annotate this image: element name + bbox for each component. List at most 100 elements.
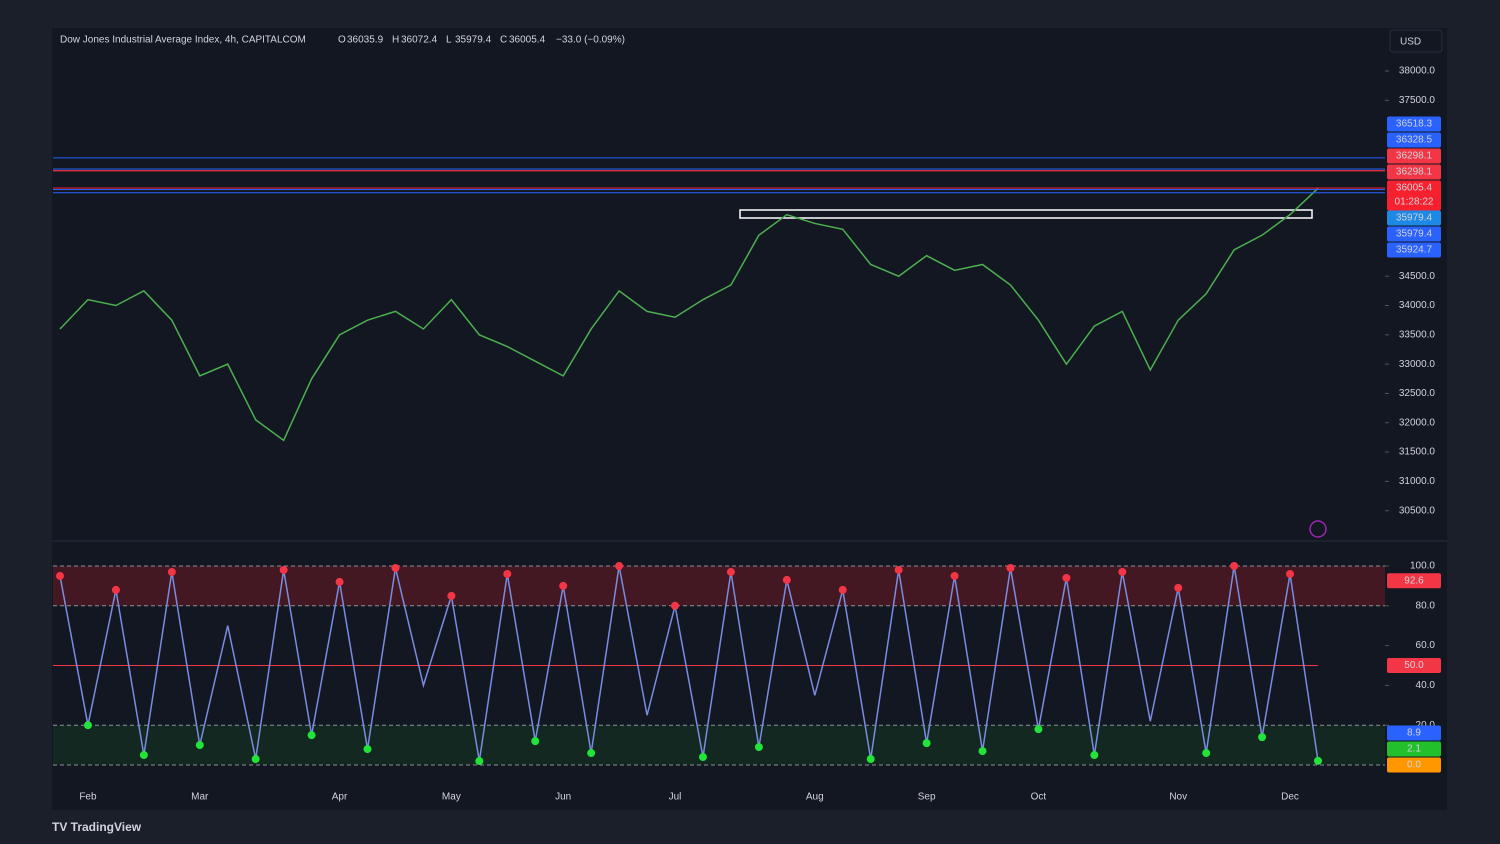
level-tag [1387, 573, 1441, 589]
signal-dot [866, 755, 875, 764]
y-tick-label: 34000.0 [1399, 300, 1436, 311]
y-tick-label: 30500.0 [1399, 505, 1436, 516]
level-tag [1387, 132, 1441, 148]
signal-dot [475, 757, 484, 766]
ohlc-key: C [500, 35, 507, 46]
ohlc-value: 36035.9 [347, 35, 384, 46]
x-tick-label: Sep [918, 792, 936, 803]
currency: USD [1400, 37, 1421, 48]
signal-dot [1202, 749, 1211, 758]
signal-dot [587, 749, 596, 758]
level-label: 36298.1 [1396, 151, 1433, 162]
y-tick-label: 31000.0 [1399, 476, 1436, 487]
y-tick-label: 20.0 [1416, 720, 1436, 731]
x-tick-label: Jun [555, 792, 571, 803]
y-tick-label: 38000.0 [1399, 66, 1436, 77]
level-label: 50.0 [1404, 660, 1424, 671]
level-label: 36328.5 [1396, 135, 1433, 146]
level-label: 36005.4 [1396, 183, 1433, 194]
x-tick-label: Apr [332, 792, 348, 803]
signal-dot [307, 731, 316, 740]
signal-dot [391, 563, 400, 572]
ohlc-value: 35979.4 [455, 35, 492, 46]
signal-dot [1090, 751, 1099, 760]
currency-button[interactable] [1389, 29, 1443, 53]
y-tick-label: 33000.0 [1399, 359, 1436, 370]
signal-dot [838, 585, 847, 594]
x-tick-label: Oct [1031, 792, 1047, 803]
signal-dot [447, 591, 456, 600]
ohlc-key: H [392, 35, 399, 46]
level-label: 0.0 [1407, 760, 1421, 771]
signal-dot [56, 571, 64, 580]
signal-dot [782, 575, 791, 584]
y-tick-label: 31500.0 [1399, 447, 1436, 458]
signal-dot [1314, 756, 1322, 765]
x-tick-label: Jul [669, 792, 682, 803]
chart-title: Dow Jones Industrial Average Index, 4h, … [60, 35, 306, 46]
signal-dot [950, 571, 959, 580]
level-label: 36518.3 [1396, 119, 1433, 130]
level-label: 36298.1 [1396, 167, 1433, 178]
signal-dot [167, 567, 176, 576]
y-tick-label: 100.0 [1410, 561, 1435, 572]
signal-dot [726, 567, 735, 576]
alert-icon[interactable] [1309, 520, 1327, 538]
signal-dot [615, 562, 624, 570]
y-tick-label: 34500.0 [1399, 271, 1436, 282]
level-label: 8.9 [1407, 728, 1421, 739]
signal-dot [754, 743, 763, 752]
level-tag [1387, 164, 1441, 180]
signal-dot [83, 721, 92, 730]
x-tick-label: Aug [806, 792, 824, 803]
signal-dot [503, 569, 512, 578]
signal-dot [922, 739, 931, 748]
x-tick-label: May [442, 792, 461, 803]
y-tick-label: 40.0 [1416, 680, 1436, 691]
signal-dot [195, 741, 204, 750]
level-label: 92.6 [1404, 575, 1424, 586]
signal-dot [559, 581, 568, 590]
level-tag [1387, 148, 1441, 164]
signal-dot [335, 577, 344, 586]
signal-dot [698, 753, 707, 762]
ohlc-key: L [446, 35, 452, 46]
signal-dot [139, 751, 148, 760]
change: −33.0 (−0.09%) [556, 35, 625, 46]
signal-dot [1230, 562, 1239, 570]
signal-dot [1062, 573, 1071, 582]
level-label: 35924.7 [1396, 245, 1433, 256]
signal-dot [1258, 733, 1267, 742]
ohlc-value: 36072.4 [401, 35, 438, 46]
signal-dot [251, 755, 260, 764]
signal-dot [1118, 567, 1127, 576]
level-tag [1387, 741, 1441, 757]
level-tag [1387, 210, 1441, 226]
series-line [59, 187, 1319, 442]
x-tick-label: Dec [1281, 792, 1299, 803]
level-tag [1387, 658, 1441, 673]
signal-dot [531, 737, 540, 746]
signal-dot [894, 565, 903, 574]
y-tick-label: 33500.0 [1399, 329, 1436, 340]
y-tick-label: 60.0 [1416, 640, 1436, 651]
signal-dot [1034, 725, 1043, 734]
level-label: 2.1 [1407, 744, 1421, 755]
y-tick-label: 37500.0 [1399, 95, 1436, 106]
level-tag [1387, 242, 1441, 258]
zone-box [739, 209, 1313, 219]
level-tag [1387, 116, 1441, 132]
y-tick-label: 32000.0 [1399, 417, 1436, 428]
level-label: 35979.4 [1396, 213, 1433, 224]
signal-dot [1006, 563, 1015, 572]
series-line [59, 565, 1319, 762]
x-tick-label: Nov [1169, 792, 1187, 803]
band [53, 566, 1385, 606]
signal-dot [978, 747, 987, 756]
x-tick-label: Mar [191, 792, 209, 803]
signal-dot [1174, 583, 1183, 592]
level-tag [1387, 757, 1441, 773]
x-tick-label: Feb [79, 792, 97, 803]
signal-dot [1286, 569, 1295, 578]
